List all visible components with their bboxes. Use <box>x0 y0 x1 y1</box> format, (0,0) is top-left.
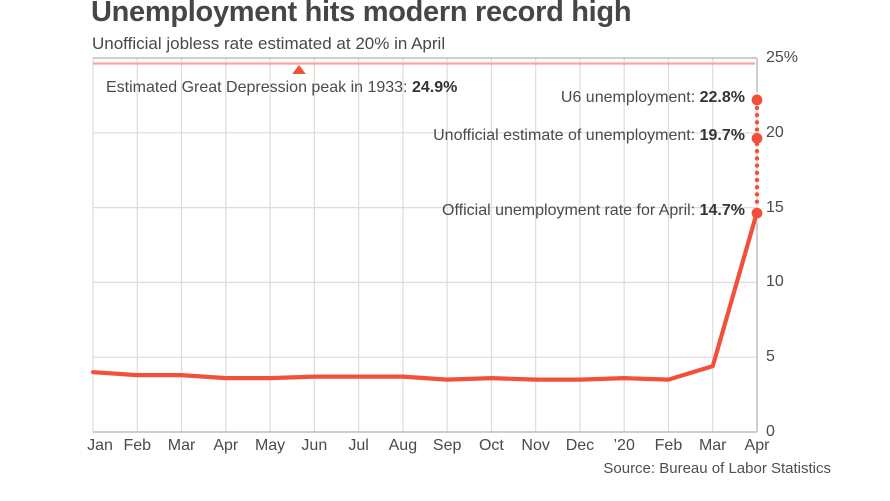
chart-title: Unemployment hits modern record high <box>91 0 632 28</box>
y-axis-label: 15 <box>766 198 784 216</box>
x-axis-label: May <box>254 437 286 454</box>
x-axis-label: Jan <box>87 437 113 454</box>
marker-dot <box>751 132 763 144</box>
x-axis-label: Oct <box>478 437 504 454</box>
x-axis-label: Jun <box>301 437 328 454</box>
chart-subtitle: Unofficial jobless rate estimated at 20%… <box>92 34 446 53</box>
y-axis-label: 25% <box>766 49 799 66</box>
annotation-unofficial-estimate: Unofficial estimate of unemployment: 19.… <box>433 127 745 145</box>
triangle-up-icon <box>292 64 306 74</box>
annotation-u6-text: U6 unemployment: <box>560 88 700 106</box>
annotation-unofficial-value: 19.7% <box>699 127 745 145</box>
marker-dot <box>751 94 763 106</box>
x-axis-label: Feb <box>654 437 683 454</box>
annotation-official-rate: Official unemployment rate for April: 14… <box>442 202 745 220</box>
x-axis-label: Jul <box>348 437 369 454</box>
x-axis-label: Aug <box>388 437 418 454</box>
y-axis-label: 20 <box>766 123 784 141</box>
y-axis-label: 0 <box>766 423 775 440</box>
x-axis-label: Mar <box>167 437 196 454</box>
x-axis-label: Mar <box>698 437 727 454</box>
annotation-u6-value: 22.8% <box>699 88 745 106</box>
x-axis-label: Apr <box>213 437 239 454</box>
annotation-great-depression-value: 24.9% <box>411 79 458 96</box>
x-axis-label: Nov <box>521 437 550 454</box>
annotation-great-depression: Estimated Great Depression peak in 1933:… <box>106 79 457 97</box>
annotation-great-depression-text: Estimated Great Depression peak in 1933: <box>106 79 412 96</box>
annotation-official-value: 14.7% <box>699 202 745 220</box>
annotation-official-text: Official unemployment rate for April: <box>442 202 700 220</box>
x-axis-label: Dec <box>565 437 595 454</box>
y-axis-label: 5 <box>766 348 775 366</box>
y-axis-label: 10 <box>766 273 784 291</box>
x-axis-label: Sep <box>432 437 462 454</box>
unemployment-line <box>90 209 760 382</box>
x-axis-label: Feb <box>123 437 152 454</box>
marker-dot <box>751 207 763 219</box>
annotation-unofficial-text: Unofficial estimate of unemployment: <box>433 127 700 145</box>
x-axis-label: Apr <box>744 437 770 454</box>
x-axis-label: ’20 <box>613 437 635 454</box>
source-note: Source: Bureau of Labor Statistics <box>603 460 831 477</box>
annotation-u6-unemployment: U6 unemployment: 22.8% <box>561 89 745 107</box>
